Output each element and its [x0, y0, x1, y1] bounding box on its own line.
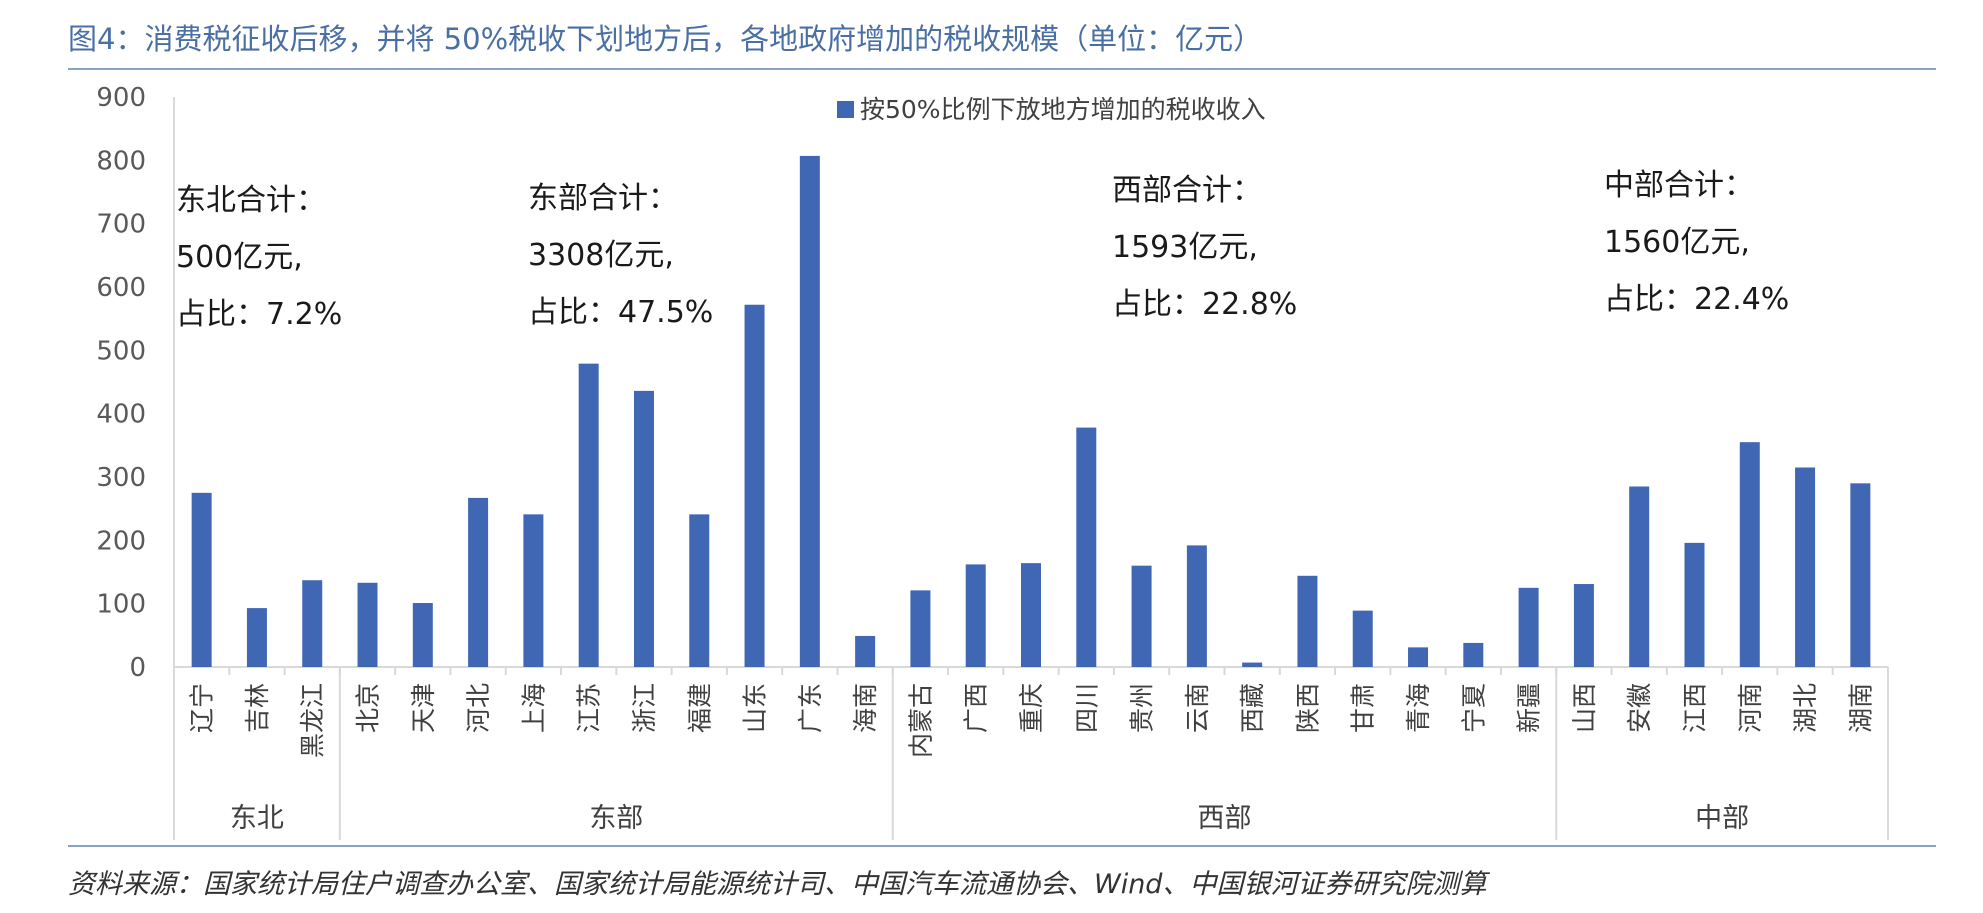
bar — [1242, 662, 1263, 667]
page-title: 图4：消费税征收后移，并将 50%税收下划地方后，各地政府增加的税收规模（单位：… — [68, 22, 1263, 56]
group-label: 西部 — [1198, 803, 1252, 834]
annotation-text: 500亿元, — [176, 240, 303, 275]
y-tick-label: 200 — [96, 526, 146, 556]
y-tick-label: 500 — [96, 336, 146, 366]
x-category-label: 内蒙古 — [906, 683, 935, 758]
bar — [412, 603, 433, 667]
x-category-label: 青海 — [1404, 683, 1433, 733]
x-category-label: 云南 — [1183, 683, 1212, 733]
x-category-label: 天津 — [409, 683, 438, 733]
bar — [1629, 486, 1650, 667]
bar — [302, 580, 323, 667]
x-category-label: 湖北 — [1791, 683, 1820, 733]
footer-rule — [68, 845, 1936, 847]
x-category-label: 湖南 — [1846, 683, 1875, 733]
bar — [1408, 647, 1429, 667]
bar — [1850, 483, 1871, 667]
source-note: 资料来源：国家统计局住户调查办公室、国家统计局能源统计司、中国汽车流通协会、Wi… — [68, 869, 1487, 900]
x-category-label: 吉林 — [243, 683, 272, 733]
x-category-label: 辽宁 — [188, 683, 217, 733]
bar — [1021, 563, 1041, 667]
x-category-label: 江苏 — [575, 683, 604, 733]
y-tick-label: 300 — [96, 463, 146, 493]
group-label: 东部 — [589, 803, 643, 834]
x-category-label: 海南 — [851, 683, 880, 733]
x-category-label: 河北 — [464, 683, 493, 733]
bar — [1076, 427, 1097, 667]
bar — [1573, 584, 1594, 667]
bar — [1463, 642, 1484, 667]
annotation-text: 1593亿元, — [1112, 230, 1258, 265]
bar — [246, 608, 267, 667]
bar — [689, 514, 710, 667]
x-category-label: 重庆 — [1017, 683, 1046, 733]
x-category-label: 山西 — [1570, 683, 1599, 733]
x-category-label: 河南 — [1736, 683, 1765, 733]
bar — [191, 492, 212, 667]
bar — [357, 582, 378, 667]
legend-swatch — [837, 101, 854, 118]
bar — [744, 304, 765, 667]
bar — [578, 363, 599, 667]
x-category-label: 上海 — [519, 683, 548, 733]
x-category-label: 江西 — [1680, 683, 1709, 733]
bar — [855, 635, 876, 667]
bar — [633, 390, 654, 667]
annotation-text: 占比：22.4% — [1604, 282, 1789, 317]
x-category-label: 贵州 — [1128, 683, 1157, 733]
annotation-text: 1560亿元, — [1604, 225, 1750, 260]
annotation-text: 占比：22.8% — [1112, 287, 1297, 322]
x-category-label: 福建 — [685, 683, 714, 733]
x-category-label: 西藏 — [1238, 683, 1267, 733]
x-category-label: 山东 — [741, 683, 770, 733]
annotation-text: 3308亿元, — [528, 238, 674, 273]
y-tick-label: 600 — [96, 273, 146, 303]
x-category-label: 安徽 — [1625, 683, 1654, 733]
bar — [1518, 587, 1539, 667]
x-category-label: 新疆 — [1515, 683, 1544, 733]
bar — [910, 590, 931, 667]
group-label: 中部 — [1695, 803, 1749, 834]
bar — [1131, 565, 1152, 667]
bar — [1739, 442, 1760, 667]
annotation-text: 西部合计： — [1112, 173, 1262, 208]
x-category-label: 北京 — [354, 683, 383, 733]
legend-label: 按50%比例下放地方增加的税收收入 — [860, 95, 1266, 124]
x-category-label: 广西 — [962, 683, 991, 733]
group-label: 东北 — [230, 803, 284, 834]
annotation-text: 占比：47.5% — [528, 295, 713, 330]
annotation-text: 中部合计： — [1604, 168, 1754, 203]
bar — [1297, 575, 1318, 667]
title-rule — [68, 68, 1936, 70]
bar — [523, 514, 544, 667]
y-tick-label: 100 — [96, 590, 146, 620]
x-category-label: 黑龙江 — [298, 683, 327, 758]
y-tick-label: 0 — [129, 653, 146, 683]
x-category-label: 浙江 — [630, 683, 659, 733]
bar — [1186, 545, 1207, 667]
bar — [468, 497, 489, 667]
bar — [965, 564, 986, 667]
bar — [1352, 610, 1373, 667]
annotation-text: 东北合计： — [176, 183, 326, 218]
x-category-label: 广东 — [796, 683, 825, 733]
x-category-label: 四川 — [1072, 683, 1101, 733]
y-tick-label: 400 — [96, 400, 146, 430]
bar — [799, 155, 820, 667]
y-tick-label: 800 — [96, 146, 146, 176]
x-category-label: 陕西 — [1293, 683, 1322, 733]
y-tick-label: 700 — [96, 210, 146, 240]
bar — [1684, 542, 1705, 667]
annotation-text: 东部合计： — [528, 181, 678, 216]
y-tick-label: 900 — [96, 83, 146, 113]
x-category-label: 宁夏 — [1459, 683, 1488, 733]
annotation-text: 占比：7.2% — [176, 297, 342, 332]
x-category-label: 甘肃 — [1349, 683, 1378, 733]
bar — [1795, 467, 1816, 667]
